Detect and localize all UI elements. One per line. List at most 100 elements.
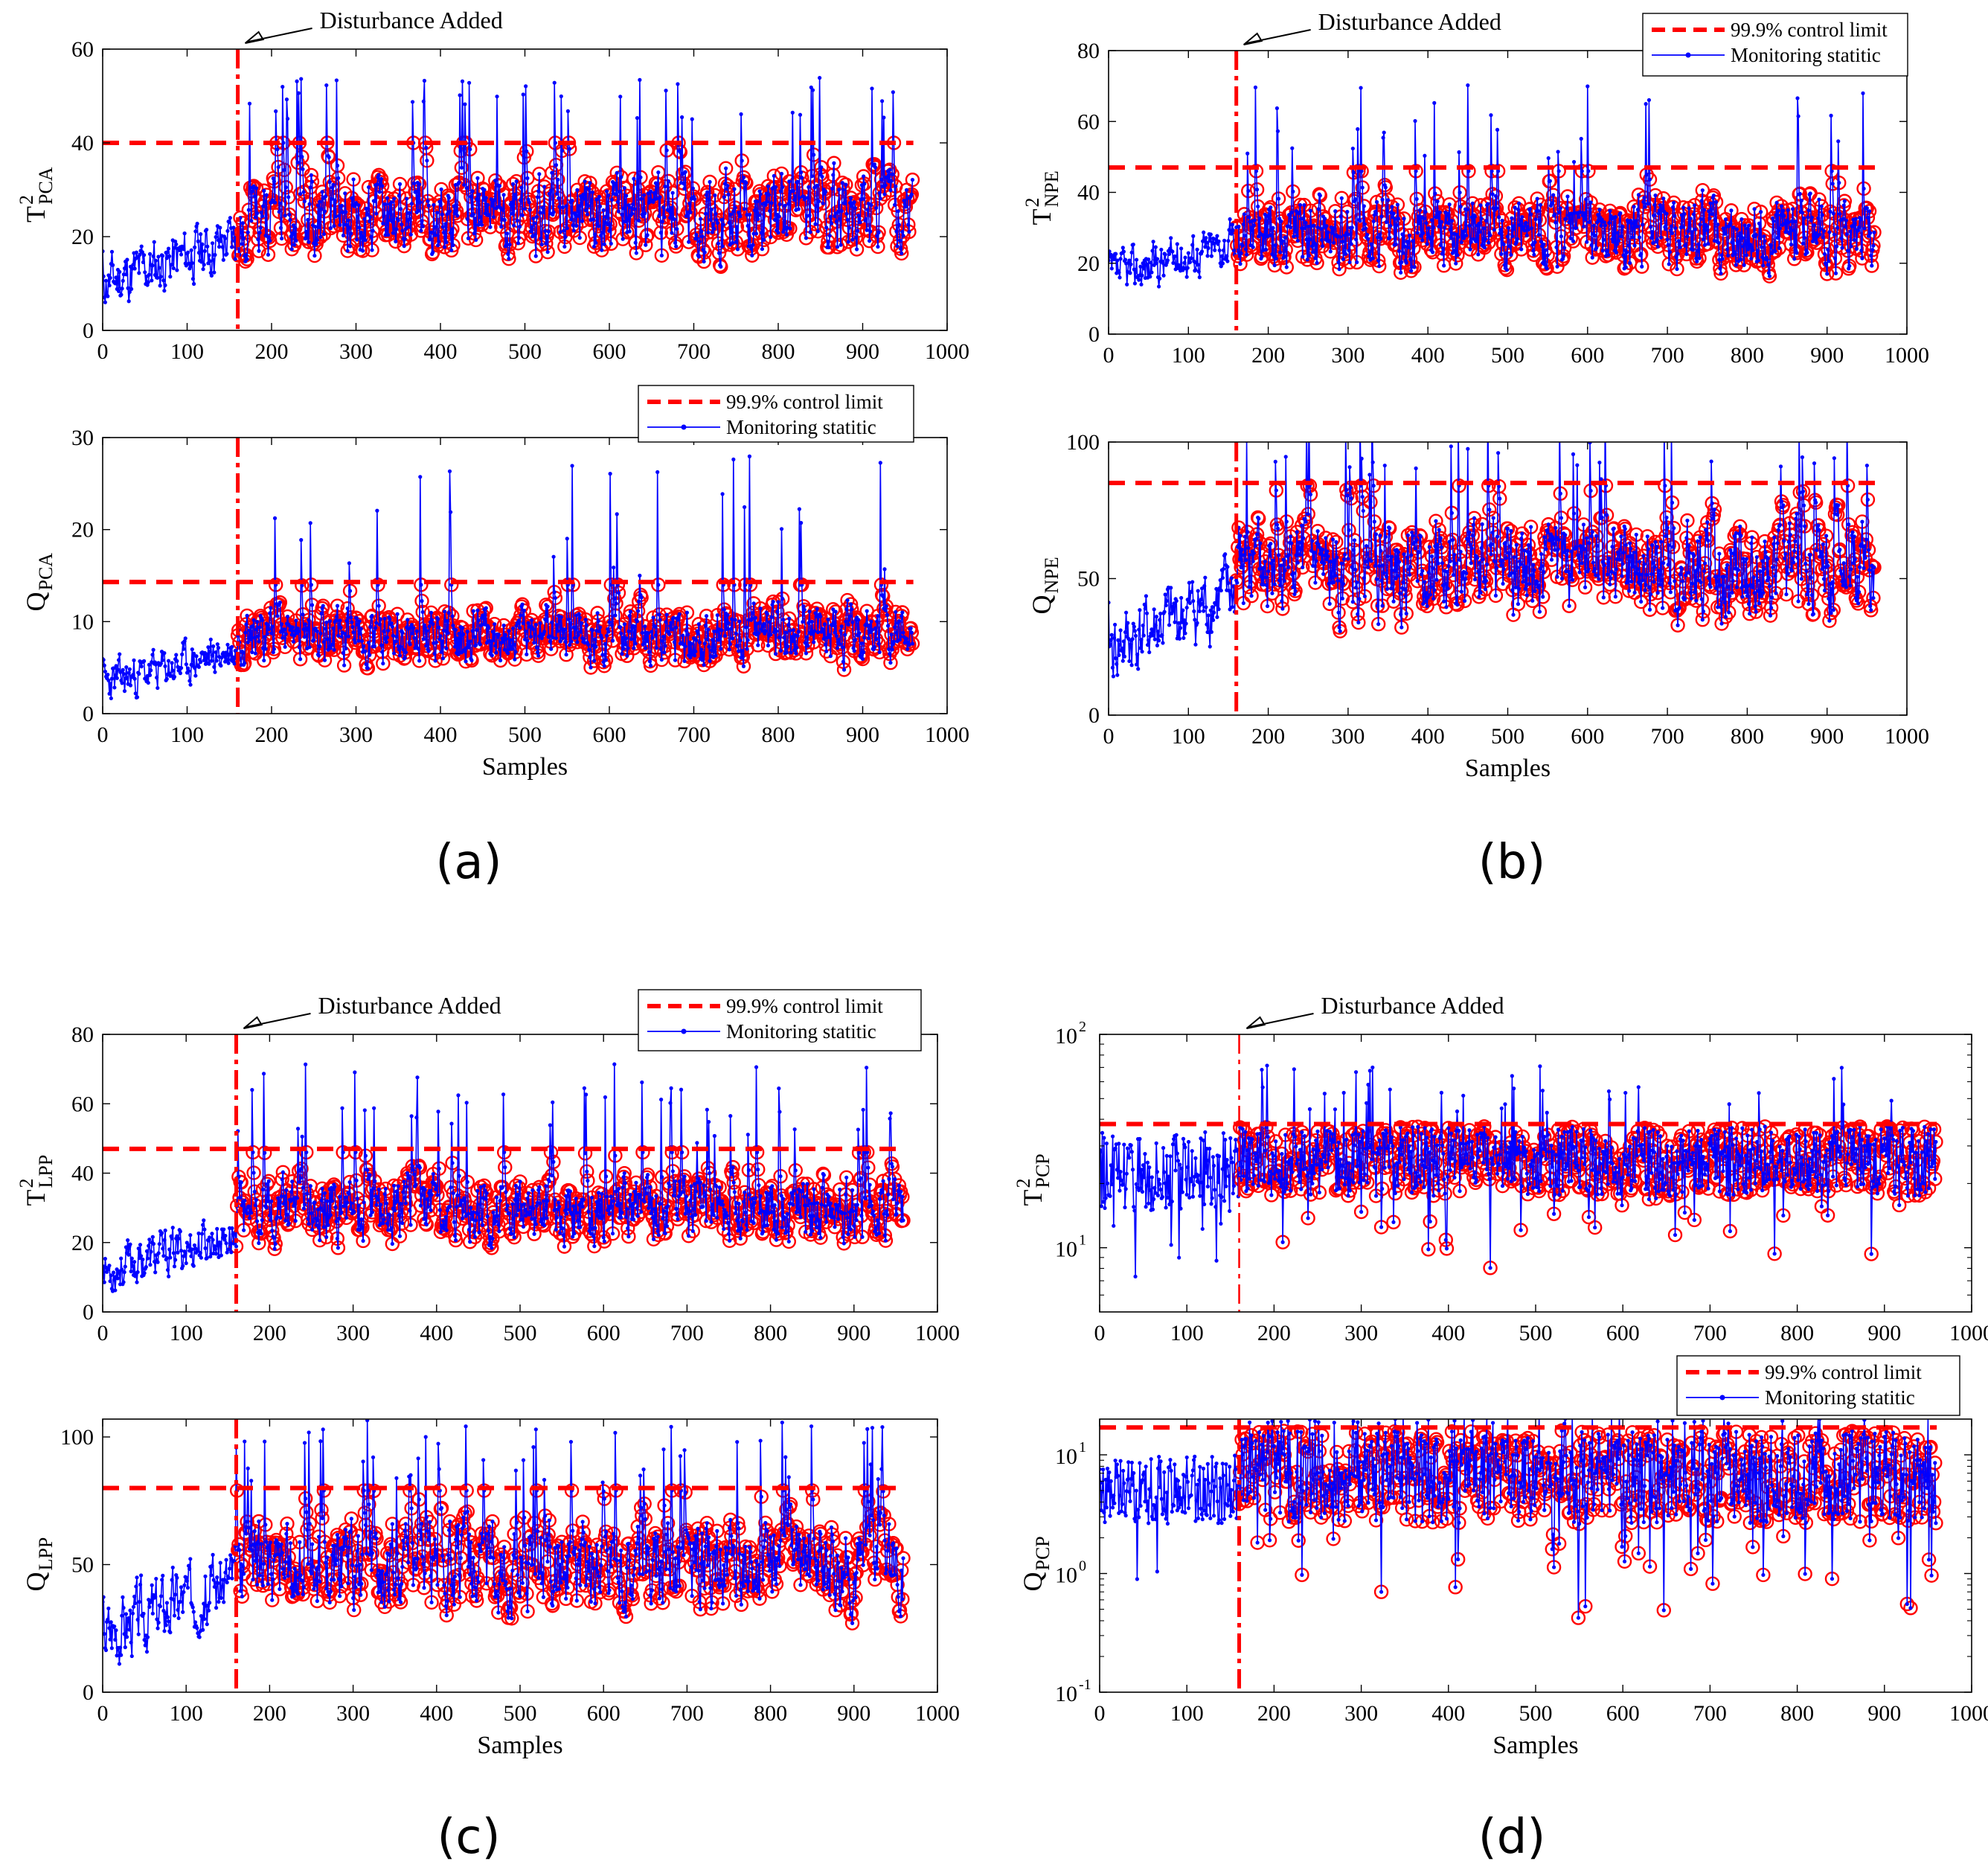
statistic-point [593, 232, 597, 237]
statistic-point [1537, 218, 1542, 223]
statistic-point [744, 181, 748, 185]
statistic-point [275, 147, 280, 152]
statistic-point [533, 232, 537, 237]
statistic-point [840, 645, 844, 650]
statistic-point [1402, 217, 1406, 221]
statistic-point [904, 188, 909, 192]
statistic-point [428, 237, 432, 241]
statistic-point [521, 92, 525, 97]
statistic-point [447, 469, 452, 473]
statistic-point [630, 211, 635, 216]
x-tick-label: 100 [170, 723, 204, 747]
statistic-point [347, 561, 352, 566]
statistic-point [797, 507, 801, 511]
statistic-point [547, 634, 552, 638]
statistic-point [230, 245, 234, 249]
statistic-point [1118, 275, 1122, 280]
statistic-point [474, 237, 478, 243]
statistic-point [218, 225, 222, 230]
statistic-point [621, 636, 625, 640]
statistic-point [591, 659, 597, 663]
statistic-point [613, 613, 618, 618]
statistic-point [589, 197, 594, 202]
statistic-point [1416, 214, 1420, 219]
statistic-point [522, 155, 526, 160]
x-tick-label: 0 [97, 339, 109, 364]
statistic-point [639, 595, 644, 600]
statistic-point [545, 234, 549, 238]
statistic-point [1205, 240, 1209, 245]
statistic-point [370, 248, 374, 252]
statistic-point [1316, 207, 1321, 211]
statistic-point [465, 630, 469, 634]
statistic-point [316, 225, 321, 229]
statistic-point [417, 659, 422, 663]
statistic-point [681, 633, 685, 638]
statistic-point [220, 245, 225, 249]
statistic-point [597, 194, 601, 199]
statistic-point [391, 196, 397, 201]
statistic-point [702, 641, 707, 646]
statistic-point [1129, 262, 1133, 266]
statistic-point [378, 180, 383, 185]
statistic-point [769, 234, 773, 240]
statistic-point [1431, 225, 1436, 230]
statistic-point [1377, 264, 1382, 269]
statistic-point [1536, 208, 1540, 214]
statistic-point [1457, 150, 1461, 155]
statistic-point [219, 239, 223, 243]
statistic-point [516, 236, 522, 240]
statistic-point [304, 229, 309, 234]
statistic-point [797, 196, 801, 200]
statistic-point [255, 211, 260, 216]
statistic-point [303, 622, 307, 627]
statistic-point [833, 630, 837, 635]
statistic-point [256, 237, 260, 242]
statistic-point [422, 78, 427, 83]
statistic-point [330, 642, 335, 647]
statistic-point [1337, 267, 1341, 272]
statistic-point [1278, 250, 1283, 254]
statistic-point [150, 278, 154, 283]
statistic-point [826, 239, 830, 244]
statistic-point [823, 189, 828, 194]
statistic-point [209, 659, 214, 663]
statistic-point [1289, 225, 1293, 230]
statistic-point [1412, 265, 1417, 269]
statistic-point [1312, 223, 1316, 228]
statistic-point [475, 608, 480, 612]
statistic-point [227, 220, 231, 225]
statistic-point [794, 651, 798, 656]
statistic-point [1292, 216, 1297, 220]
statistic-point [571, 228, 576, 233]
statistic-point [239, 230, 243, 234]
statistic-point [280, 236, 284, 241]
statistic-point [388, 617, 392, 621]
statistic-point [682, 659, 687, 663]
statistic-point [768, 620, 772, 624]
statistic-point [1529, 212, 1533, 217]
data-layer [103, 438, 920, 714]
statistic-point [1545, 253, 1550, 257]
statistic-point [765, 612, 769, 616]
statistic-point [1586, 169, 1591, 173]
statistic-point [755, 199, 760, 204]
statistic-point [1524, 233, 1529, 238]
statistic-point [1242, 234, 1248, 238]
statistic-point [669, 205, 673, 210]
statistic-point [368, 653, 372, 657]
statistic-point [151, 647, 155, 652]
statistic-point [205, 652, 209, 656]
statistic-point [865, 609, 869, 613]
statistic-point [475, 628, 479, 633]
statistic-point [700, 658, 705, 662]
statistic-point [1365, 232, 1370, 237]
statistic-point [341, 233, 346, 238]
statistic-point [444, 646, 449, 650]
statistic-point [807, 213, 812, 218]
statistic-point [460, 626, 465, 630]
statistic-point [163, 664, 167, 668]
statistic-point [789, 650, 793, 655]
statistic-point [1363, 226, 1368, 231]
statistic-point [731, 209, 736, 214]
